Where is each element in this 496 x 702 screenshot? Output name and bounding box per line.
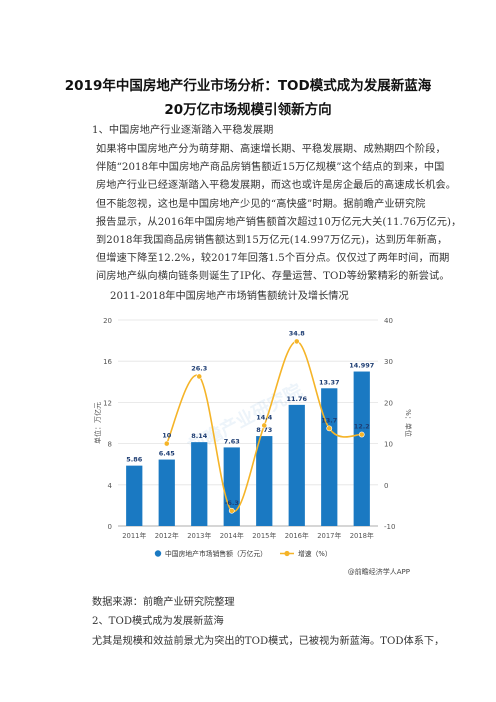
growth-point	[261, 422, 268, 429]
section2-heading: 2、TOD模式成为发展新蓝海	[92, 616, 224, 627]
x-tick-label: 2017年	[317, 531, 341, 540]
y-tick-label: 4	[108, 482, 113, 490]
bar	[191, 442, 208, 526]
p1-line3: 房地产行业已经逐渐踏入平稳发展期，而这也或许是房企最后的高速成长机会。	[96, 180, 457, 191]
p2-line5: 间房地产纵向横向链条则诞生了IP化、存量运营、TOD等纷繁精彩的新尝试。	[96, 271, 450, 282]
x-tick-label: 2016年	[285, 531, 309, 540]
y2-tick-label: 10	[384, 441, 393, 449]
y-tick-label: 16	[103, 358, 112, 366]
bar-value-label: 13.37	[319, 378, 340, 386]
growth-value-label: 34.8	[289, 329, 306, 337]
bar	[288, 404, 305, 526]
bar-value-label: 7.63	[224, 437, 240, 445]
growth-value-label: 26.3	[191, 364, 207, 372]
bar	[256, 436, 273, 526]
data-source: 数据来源：前瞻产业研究院整理	[92, 597, 235, 608]
bar-value-label: 11.76	[286, 395, 307, 403]
chart-caption: 2011-2018年中国房地产市场销售额统计及增长情况	[110, 291, 349, 302]
legend-label-growth: 增速（%）	[298, 549, 332, 558]
y2-tick-label: 40	[384, 317, 393, 325]
x-tick-label: 2011年	[122, 531, 146, 540]
p2-line4: 但增速下降至12.2%，较2017年回落1.5个百分点。仅仅过了两年时间，而期	[96, 253, 450, 264]
p2-line2: 报告显示，从2016年中国房地产销售额首次超过10万亿元大关(11.76万亿元)…	[96, 217, 462, 228]
growth-value-label: 10	[162, 432, 172, 440]
article-title-line1: 2019年中国房地产行业市场分析：TOD模式成为发展新蓝海	[64, 78, 432, 94]
legend-label-sales: 中国房地产市场销售额（万亿元）	[165, 549, 267, 558]
growth-value-label: 14.4	[256, 413, 273, 421]
bar	[223, 447, 240, 526]
bar-value-label: 6.45	[159, 450, 176, 458]
legend-swatch-growth	[284, 550, 290, 557]
p2-line3: 到2018年我国商品房销售额达到15万亿元(14.997万亿元)，达到历年新高，	[96, 235, 448, 246]
y-tick-label: 8	[108, 441, 112, 449]
chart-credit: @前瞻经济学人APP	[348, 567, 410, 576]
growth-point	[358, 431, 365, 438]
growth-value-label: -6.3	[225, 499, 239, 507]
section1-heading: 1、中国房地产行业逐渐踏入平稳发展期	[92, 125, 274, 136]
bar	[126, 465, 143, 526]
growth-point	[326, 425, 333, 432]
y2-tick-label: -10	[384, 523, 395, 531]
legend-swatch-sales	[154, 550, 162, 557]
p3-line1: 尤其是规模和效益前景尤为突出的TOD模式，已被视为新蓝海。TOD体系下，	[92, 636, 445, 647]
x-tick-label: 2013年	[187, 531, 211, 540]
growth-point	[293, 338, 300, 345]
x-tick-label: 2015年	[252, 531, 276, 540]
y-axis-title: 单位：万亿元	[93, 402, 102, 444]
p1-line1: 如果将中国房地产分为萌芽期、高速增长期、平稳发展期、成熟期四个阶段，	[96, 144, 446, 155]
growth-point	[163, 440, 170, 447]
y-tick-label: 0	[108, 523, 112, 531]
p1-line2: 伴随“2018年中国房地产商品房销售额近15万亿规模”这个结点的到来，中国	[96, 162, 445, 173]
y2-tick-label: 0	[384, 482, 388, 490]
article-title-line2: 20万亿市场规模引领新方向	[164, 102, 332, 118]
x-tick-label: 2012年	[155, 531, 179, 540]
bar	[158, 459, 175, 526]
bar-value-label: 8.73	[256, 426, 272, 434]
bar-value-label: 14.997	[349, 362, 374, 370]
growth-point	[228, 507, 235, 514]
p2-line1: 但不能忽视，这也是中国房地产少见的“高快盛”时期。据前瞻产业研究院	[96, 199, 426, 210]
bar	[321, 388, 338, 526]
y2-tick-label: 20	[384, 399, 393, 407]
growth-value-label: 12.2	[354, 423, 370, 431]
growth-value-label: 13.7	[321, 416, 337, 424]
x-tick-label: 2018年	[350, 531, 374, 540]
y-tick-label: 20	[103, 317, 112, 325]
bar-value-label: 8.14	[191, 432, 208, 440]
bar	[353, 371, 370, 526]
x-tick-label: 2014年	[220, 531, 244, 540]
bar-value-label: 5.86	[126, 456, 143, 464]
y-tick-label: 12	[103, 399, 112, 407]
y2-axis-title: %：单位	[404, 409, 413, 437]
growth-point	[196, 373, 203, 380]
y2-tick-label: 30	[384, 358, 393, 366]
